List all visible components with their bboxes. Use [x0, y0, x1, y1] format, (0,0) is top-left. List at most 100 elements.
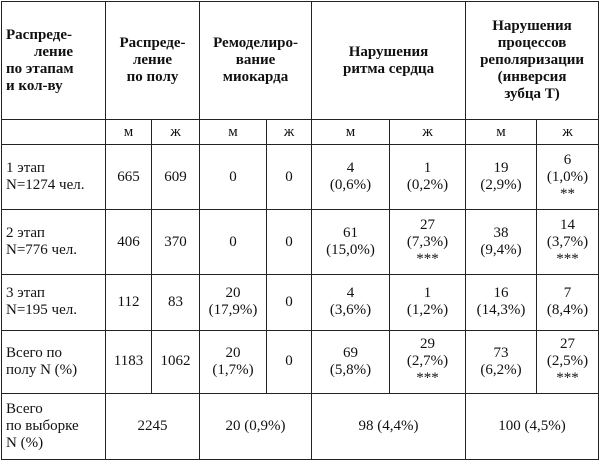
cell-value: 0 [229, 233, 237, 250]
row-label: 1 этап N=1274 чел. [1, 144, 106, 211]
header-stage-count: Распреде- ление по этапам и кол-ву [1, 0, 106, 121]
cell-value: (1,0%) [546, 168, 589, 185]
header-sex-distribution: Распреде- ление по полу [104, 0, 201, 121]
cell-value: (5,8%) [329, 361, 372, 378]
cell-value: 112 [117, 293, 140, 310]
row-label: 2 этап N=776 чел. [1, 209, 106, 275]
cell-value: (2,7%) [406, 353, 449, 370]
cell-value: 16 [493, 285, 509, 302]
row-label: Всего по полу N (%) [1, 329, 106, 394]
data-cell: 0 [266, 144, 313, 211]
subheader-empty-cell [1, 119, 106, 146]
significance-marker: *** [556, 250, 579, 267]
cell-value: (8,4%) [546, 302, 589, 319]
cell-value: (3,7%) [546, 233, 589, 250]
data-cell: 38 (9,4%) [465, 209, 538, 275]
data-cell: 4 (0,6%) [311, 144, 391, 211]
data-cell: 370 [150, 209, 201, 275]
cell-value: 61 [343, 225, 359, 241]
row-label: 3 этап N=195 чел. [1, 273, 106, 331]
data-cell: 20 (1,7%) [199, 329, 268, 394]
cell-value: 665 [117, 168, 140, 185]
cell-value: (3,6%) [329, 302, 372, 319]
cell-value: 14 [560, 216, 576, 233]
header-row: Распреде- ление по этапам и кол-ву Распр… [1, 0, 599, 121]
data-cell: 0 [199, 144, 268, 211]
cell-value: 406 [117, 233, 140, 250]
cell-value: (2,9%) [480, 177, 522, 194]
cell-value: (17,9%) [208, 302, 258, 319]
cell-value: 609 [164, 168, 187, 185]
data-cell: 1183 [105, 329, 152, 394]
data-cell: 19 (2,9%) [465, 144, 538, 211]
data-cell: 27 (2,5%) *** [536, 329, 599, 394]
subheader-sex: ж [266, 119, 313, 146]
table-row: Всего по полу N (%) 1183 1062 20 (1,7%) 0 69 (5,… [1, 329, 599, 394]
data-cell: 20 (17,9%) [199, 273, 268, 331]
cell-value: (0,2%) [406, 177, 449, 194]
subheader-sex: м [311, 119, 391, 146]
cell-value: (15,0%) [326, 242, 375, 258]
cell-value: 6 [563, 151, 572, 168]
cell-value: 20 [225, 285, 241, 302]
header-rhythm-disorders: Нарушения ритма сердца [311, 0, 467, 121]
cell-value: (6,2%) [480, 361, 522, 378]
cell-value: (14,3%) [476, 302, 526, 319]
cell-value: 4 [346, 285, 355, 302]
header-repolarization-disorders: Нарушения процессов реполяризации (инвер… [465, 0, 599, 121]
data-cell: 69 (5,8%) [311, 329, 391, 394]
data-cell: 16 (14,3%) [465, 273, 538, 331]
significance-marker: ** [560, 185, 576, 202]
total-sample-count: 2245 [104, 392, 201, 461]
total-remodeling: 20 (0,9%) [199, 392, 313, 461]
cell-value: (9,4%) [480, 242, 522, 258]
cell-value: 1183 [113, 353, 144, 370]
table-row: 3 этап N=195 чел. 112 83 20 (17,9%) 0 4 (3,6%) 1(… [1, 273, 599, 331]
data-cell: 73 (6,2%) [465, 329, 538, 394]
totals-row: Всего по выборке N (%) 2245 20 (0,9%) 98… [1, 392, 599, 461]
data-cell: 6 (1,0%) ** [536, 144, 599, 211]
cell-value: (2,5%) [546, 353, 589, 370]
cell-value: 370 [164, 233, 187, 250]
cell-value: 0 [285, 353, 293, 370]
data-cell: 61 (15,0%) [311, 209, 391, 275]
cell-value: (7,3%) [406, 233, 449, 250]
cell-value: 0 [285, 233, 293, 250]
data-cell: 406 [105, 209, 152, 275]
cell-value: 0 [229, 168, 237, 185]
significance-marker: *** [416, 370, 439, 387]
subheader-sex: ж [389, 119, 467, 146]
data-cell: 14 (3,7%) *** [536, 209, 599, 275]
table-row: 2 этап N=776 чел. 406 370 0 0 61 (15,0%) 27 (7,3%… [1, 209, 599, 275]
cell-value: 1 [423, 285, 432, 302]
cell-value: 27 [420, 216, 436, 233]
cell-value: 0 [285, 293, 293, 310]
cell-value: (0,6%) [329, 177, 372, 194]
total-repolarization-disorders: 100 (4,5%) [465, 392, 599, 461]
cell-value: (1,2%) [406, 302, 449, 319]
cell-value: 27 [560, 336, 576, 353]
subheader-sex: м [465, 119, 538, 146]
subheader-row: м ж м ж м ж м ж [1, 119, 599, 146]
header-myocardial-remodeling: Ремоделиро- вание миокарда [199, 0, 313, 121]
cell-value: 83 [168, 293, 183, 310]
data-cell: 112 [105, 273, 152, 331]
data-cell: 1 (0,2%) [389, 144, 467, 211]
cell-value: 1062 [160, 353, 191, 370]
cell-value: 69 [343, 344, 359, 361]
cell-value: 1 [423, 160, 432, 177]
data-cell: 1 (1,2%) [389, 273, 467, 331]
table-row: 1 этап N=1274 чел. 665 609 0 0 4 (0,6%) 1 (0,2%) 1… [1, 144, 599, 211]
cell-value: 20 [225, 344, 241, 361]
totals-label: Всего по выборке N (%) [1, 392, 106, 461]
data-cell: 609 [150, 144, 201, 211]
data-cell: 0 [266, 209, 313, 275]
total-rhythm-disorders: 98 (4,4%) [311, 392, 467, 461]
cell-value: 73 [493, 344, 509, 361]
data-cell: 0 [199, 209, 268, 275]
subheader-sex: м [199, 119, 268, 146]
data-cell: 83 [150, 273, 201, 331]
significance-marker: *** [416, 250, 439, 267]
significance-marker: *** [556, 370, 579, 387]
